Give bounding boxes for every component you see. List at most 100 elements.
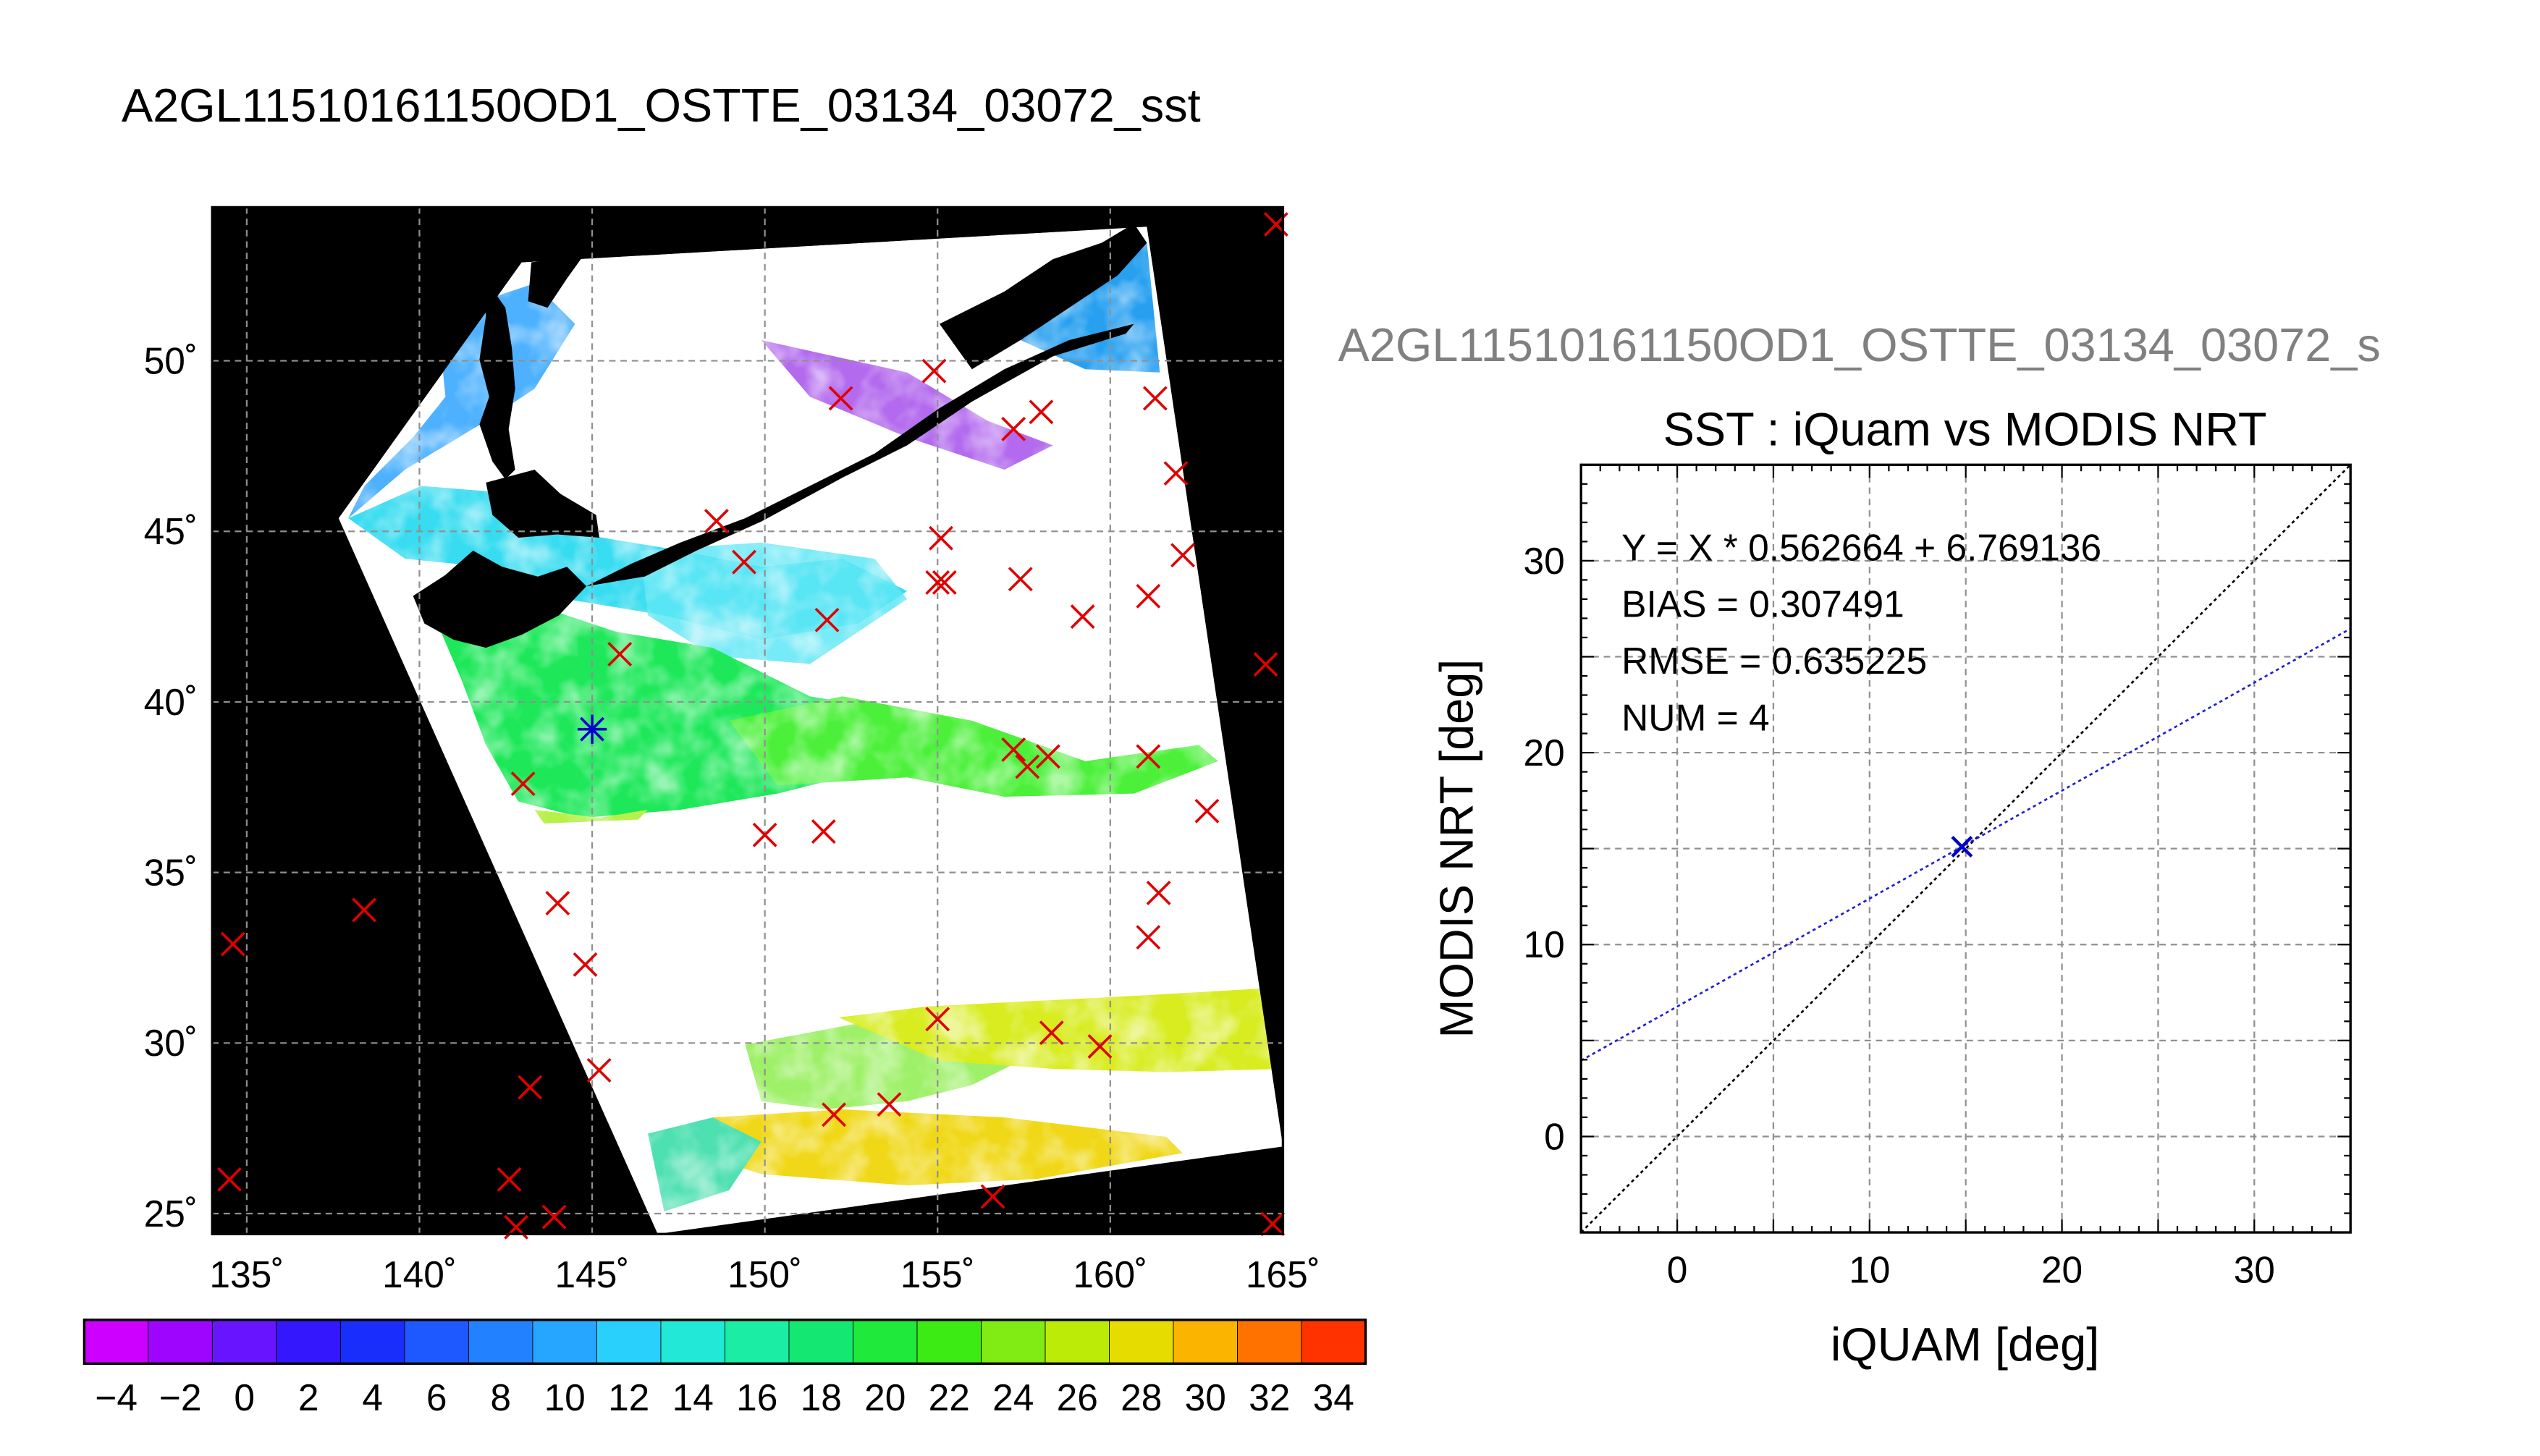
match-point-stroke bbox=[752, 822, 777, 847]
match-point-marker bbox=[1136, 744, 1161, 769]
match-point-stroke bbox=[932, 570, 957, 595]
match-point-marker bbox=[1015, 754, 1040, 779]
match-point-stroke bbox=[1163, 461, 1189, 486]
match-point-stroke bbox=[541, 1204, 567, 1229]
match-point-marker bbox=[1029, 399, 1054, 425]
scatter-subtitle: A2GL11510161150OD1_OSTTE_03134_03072_s bbox=[1338, 318, 2381, 371]
map-x-tick-label: 150˚ bbox=[727, 1253, 802, 1295]
match-point-stroke bbox=[1260, 1211, 1286, 1237]
match-point-stroke bbox=[929, 525, 953, 551]
colorbar-cell bbox=[148, 1319, 213, 1364]
cloud-mass-central bbox=[486, 793, 1256, 1134]
match-point-marker bbox=[1001, 737, 1026, 762]
land-siberia bbox=[528, 255, 583, 308]
match-point-marker bbox=[1008, 567, 1033, 592]
match-point-marker bbox=[822, 1102, 847, 1127]
match-point-marker bbox=[1194, 798, 1220, 824]
scatter-title: SST : iQuam vs MODIS NRT bbox=[1663, 402, 2267, 455]
stats-block: Y = X * 0.562664 + 6.769136 BIAS = 0.307… bbox=[1621, 526, 2101, 738]
match-point-stroke bbox=[704, 509, 729, 534]
colorbar-tick-label: 28 bbox=[1121, 1376, 1162, 1418]
scatter-grid bbox=[1581, 465, 2351, 1233]
scatter-point bbox=[1951, 835, 1973, 858]
match-point-marker bbox=[586, 1058, 612, 1083]
match-point-stroke bbox=[1015, 754, 1040, 779]
colorbar-cell bbox=[1173, 1319, 1238, 1364]
match-point-marker bbox=[541, 1204, 567, 1229]
match-point-marker bbox=[704, 509, 729, 534]
map-x-tick-label: 155˚ bbox=[900, 1253, 975, 1295]
match-point-marker bbox=[752, 822, 777, 847]
match-point-stroke bbox=[925, 570, 950, 595]
colorbar-tick-label: 8 bbox=[490, 1376, 511, 1418]
match-point-stroke bbox=[732, 549, 756, 575]
colorbar-cell bbox=[981, 1319, 1046, 1364]
match-point-marker bbox=[545, 891, 570, 915]
match-point-marker bbox=[1253, 652, 1278, 677]
scatter-ticks bbox=[1580, 464, 2352, 1234]
match-point-stroke bbox=[1070, 604, 1095, 630]
match-point-marker bbox=[732, 549, 756, 575]
match-point-stroke bbox=[814, 607, 840, 632]
colorbar-cell bbox=[532, 1319, 597, 1364]
colorbar-tick-label: 14 bbox=[672, 1376, 714, 1418]
match-point-marker bbox=[607, 642, 633, 666]
scatter-x-tick-label: 10 bbox=[1849, 1248, 1890, 1290]
colorbar-cell bbox=[404, 1319, 469, 1364]
match-point-marker bbox=[925, 570, 950, 595]
match-point-stroke bbox=[1136, 925, 1161, 950]
map-x-tick-label: 160˚ bbox=[1073, 1253, 1147, 1295]
match-point-stroke bbox=[811, 819, 836, 844]
match-point-stroke bbox=[1039, 1020, 1064, 1046]
map-x-axis: 135˚ 140˚ 145˚ 150˚ 155˚ 160˚ 165˚ bbox=[209, 1253, 1320, 1295]
scatter-point-stroke bbox=[1951, 835, 1973, 858]
map-y-axis: 25˚ 30˚ 35˚ 40˚ 45˚ 50˚ bbox=[144, 339, 198, 1234]
map-y-tick-label: 35˚ bbox=[144, 852, 198, 894]
match-point-stroke bbox=[1146, 880, 1171, 905]
map-y-tick-label: 45˚ bbox=[144, 510, 198, 552]
page-title: A2GL11510161150OD1_OSTTE_03134_03072_sst bbox=[122, 79, 1201, 132]
colorbar-cell bbox=[1301, 1319, 1366, 1364]
colorbar-cell bbox=[276, 1319, 341, 1364]
match-point-marker bbox=[1001, 416, 1026, 441]
match-point-stroke bbox=[1170, 543, 1195, 568]
match-point-stroke bbox=[497, 1167, 522, 1192]
scatter-y-tick-label: 30 bbox=[1524, 540, 1565, 582]
colorbar-cell bbox=[660, 1319, 725, 1364]
colorbar-tick-label: 0 bbox=[234, 1376, 255, 1418]
colorbar-tick-label: 26 bbox=[1057, 1376, 1098, 1418]
scatter-y-label: MODIS NRT [deg] bbox=[1430, 659, 1482, 1038]
stats-bias: BIAS = 0.307491 bbox=[1621, 583, 1904, 625]
match-point-marker bbox=[573, 952, 598, 977]
match-point-marker bbox=[510, 771, 536, 797]
match-point-marker bbox=[1036, 744, 1060, 769]
match-point-marker bbox=[518, 1075, 543, 1100]
colorbar-cell bbox=[853, 1319, 918, 1364]
match-point-marker bbox=[1163, 461, 1189, 486]
match-point-marker bbox=[811, 819, 836, 844]
match-point-stroke bbox=[1008, 567, 1033, 592]
colorbar-tick-label: 6 bbox=[426, 1376, 447, 1418]
match-point-marker bbox=[1142, 386, 1168, 411]
map-y-tick-label: 30˚ bbox=[144, 1022, 198, 1064]
match-point-stroke bbox=[921, 358, 947, 384]
scatter-y-tick-label: 20 bbox=[1524, 732, 1565, 774]
colorbar-cell bbox=[788, 1319, 853, 1364]
colorbar-tick-label: 12 bbox=[608, 1376, 649, 1418]
match-point-marker bbox=[1087, 1034, 1113, 1059]
map-x-tick-label: 140˚ bbox=[382, 1253, 457, 1295]
map-x-tick-label: 135˚ bbox=[209, 1253, 284, 1295]
stats-num: NUM = 4 bbox=[1621, 696, 1770, 738]
match-point-marker bbox=[1146, 880, 1171, 905]
match-point-marker bbox=[1070, 604, 1095, 630]
map-markers bbox=[217, 212, 1288, 1240]
colorbar-cell bbox=[339, 1319, 405, 1364]
colorbar-tick-label: 16 bbox=[736, 1376, 777, 1418]
match-point-stroke bbox=[220, 931, 245, 957]
match-point-marker bbox=[929, 525, 953, 551]
map-y-tick-label: 50˚ bbox=[144, 339, 198, 381]
match-point-marker bbox=[497, 1167, 522, 1192]
sst-map-panel: 135˚ 140˚ 145˚ 150˚ 155˚ 160˚ 165˚ 25˚ 30˚ 35˚ 40… bbox=[144, 206, 1320, 1295]
match-point-marker bbox=[877, 1092, 902, 1117]
